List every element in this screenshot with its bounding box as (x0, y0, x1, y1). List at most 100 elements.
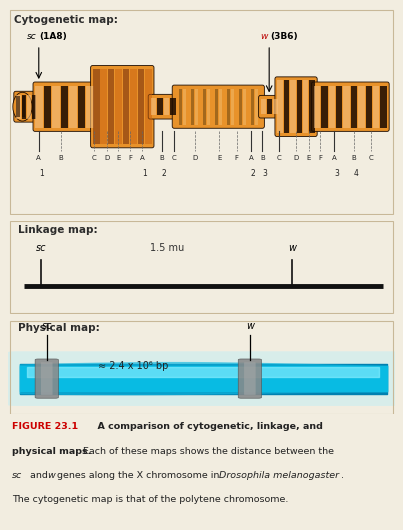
FancyBboxPatch shape (231, 89, 234, 125)
FancyBboxPatch shape (380, 86, 387, 128)
FancyBboxPatch shape (44, 86, 52, 128)
FancyBboxPatch shape (123, 69, 129, 144)
Text: F: F (128, 155, 132, 161)
FancyBboxPatch shape (41, 363, 52, 395)
FancyBboxPatch shape (358, 86, 365, 128)
FancyBboxPatch shape (336, 86, 343, 128)
FancyBboxPatch shape (277, 81, 283, 133)
Text: w: w (246, 321, 254, 331)
FancyBboxPatch shape (27, 95, 31, 119)
Text: A: A (249, 155, 253, 161)
Text: and: and (27, 471, 50, 480)
FancyBboxPatch shape (297, 81, 302, 133)
FancyBboxPatch shape (172, 85, 264, 128)
FancyBboxPatch shape (273, 99, 278, 114)
FancyBboxPatch shape (33, 82, 96, 131)
FancyBboxPatch shape (115, 69, 122, 144)
FancyBboxPatch shape (21, 96, 25, 117)
FancyBboxPatch shape (314, 86, 320, 128)
FancyBboxPatch shape (78, 86, 85, 128)
Text: w: w (47, 471, 54, 480)
Text: B: B (159, 155, 164, 161)
Text: E: E (306, 155, 311, 161)
FancyBboxPatch shape (148, 94, 178, 119)
Text: .: . (341, 471, 344, 480)
FancyBboxPatch shape (219, 89, 222, 125)
Text: sc: sc (27, 32, 37, 41)
FancyBboxPatch shape (195, 89, 198, 125)
Text: (3B6): (3B6) (270, 32, 298, 41)
FancyBboxPatch shape (366, 86, 372, 128)
FancyBboxPatch shape (16, 96, 20, 117)
FancyBboxPatch shape (164, 98, 169, 116)
Text: F: F (235, 155, 239, 161)
FancyBboxPatch shape (243, 89, 246, 125)
FancyBboxPatch shape (157, 98, 163, 116)
Text: A: A (332, 155, 337, 161)
Text: E: E (116, 155, 120, 161)
FancyBboxPatch shape (138, 69, 144, 144)
Text: A: A (140, 155, 145, 161)
Text: 4: 4 (354, 170, 359, 179)
Text: 1: 1 (39, 170, 44, 179)
FancyBboxPatch shape (303, 81, 308, 133)
FancyBboxPatch shape (259, 95, 281, 118)
Text: 2: 2 (162, 170, 166, 179)
FancyBboxPatch shape (312, 82, 389, 131)
FancyBboxPatch shape (207, 89, 210, 125)
FancyBboxPatch shape (4, 351, 403, 406)
Text: A: A (36, 155, 41, 161)
Text: sc: sc (36, 243, 46, 253)
FancyBboxPatch shape (267, 99, 272, 114)
Text: Each of these maps shows the distance between the: Each of these maps shows the distance be… (80, 446, 334, 455)
Text: sc: sc (12, 471, 22, 480)
FancyBboxPatch shape (275, 77, 317, 137)
FancyBboxPatch shape (203, 89, 206, 125)
Text: A comparison of cytogenetic, linkage, and: A comparison of cytogenetic, linkage, an… (91, 422, 323, 431)
FancyBboxPatch shape (108, 69, 114, 144)
Text: 1: 1 (142, 170, 147, 179)
FancyBboxPatch shape (251, 89, 254, 125)
Text: sc: sc (42, 321, 52, 331)
Text: B: B (351, 155, 356, 161)
FancyBboxPatch shape (351, 86, 357, 128)
FancyBboxPatch shape (91, 66, 154, 148)
Text: Drosophila melanogaster: Drosophila melanogaster (219, 471, 339, 480)
FancyBboxPatch shape (290, 81, 295, 133)
Text: C: C (172, 155, 177, 161)
FancyBboxPatch shape (52, 86, 60, 128)
Text: The cytogenetic map is that of the polytene chromosome.: The cytogenetic map is that of the polyt… (12, 496, 288, 505)
Text: B: B (58, 155, 63, 161)
FancyBboxPatch shape (21, 95, 26, 119)
Text: genes along the X chromosome in: genes along the X chromosome in (54, 471, 222, 480)
FancyBboxPatch shape (328, 86, 335, 128)
FancyBboxPatch shape (321, 86, 328, 128)
Text: D: D (193, 155, 198, 161)
Text: w: w (260, 32, 267, 41)
Text: 2: 2 (251, 170, 256, 179)
FancyBboxPatch shape (35, 359, 58, 398)
Text: 3: 3 (262, 170, 267, 179)
Text: Linkage map:: Linkage map: (18, 225, 98, 235)
FancyBboxPatch shape (151, 98, 156, 116)
Text: w: w (289, 243, 297, 253)
FancyBboxPatch shape (183, 89, 186, 125)
FancyBboxPatch shape (61, 86, 69, 128)
FancyBboxPatch shape (179, 89, 182, 125)
Text: Cytogenetic map:: Cytogenetic map: (14, 15, 118, 25)
FancyBboxPatch shape (16, 95, 21, 119)
FancyBboxPatch shape (244, 363, 256, 395)
Text: (1A8): (1A8) (40, 32, 67, 41)
Text: F: F (318, 155, 322, 161)
FancyBboxPatch shape (35, 86, 43, 128)
FancyBboxPatch shape (86, 86, 94, 128)
FancyBboxPatch shape (343, 86, 350, 128)
FancyBboxPatch shape (32, 95, 36, 119)
Text: E: E (217, 155, 221, 161)
Text: B: B (260, 155, 265, 161)
FancyBboxPatch shape (170, 98, 176, 116)
Text: FIGURE 23.1: FIGURE 23.1 (12, 422, 78, 431)
Text: C: C (369, 155, 373, 161)
FancyBboxPatch shape (215, 89, 218, 125)
FancyBboxPatch shape (93, 69, 100, 144)
